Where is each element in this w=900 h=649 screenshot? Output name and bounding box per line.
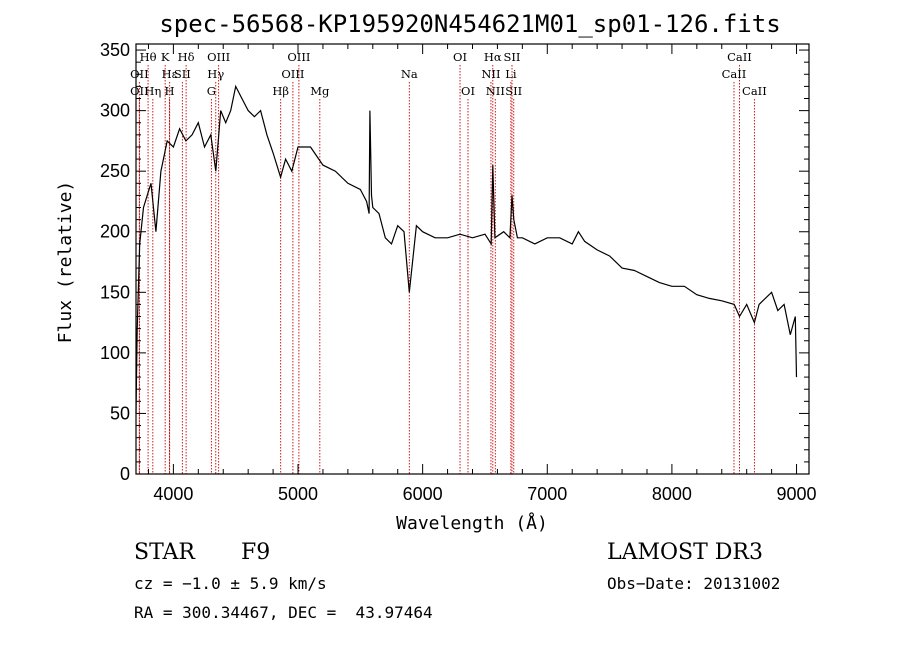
x-axis-ticks: 4000 5000 6000 7000 8000 9000 (147, 44, 817, 504)
line-label-3: K (161, 50, 170, 64)
line-label-4: Hε (162, 67, 178, 81)
x-tick-label: 7000 (527, 484, 567, 504)
line-label-10: Hγ (207, 67, 224, 81)
line-label-9: OIII (207, 50, 230, 64)
line-label-0: Hθ (140, 50, 157, 64)
line-label-23: Li (505, 67, 517, 81)
x-tick-label: 8000 (652, 484, 692, 504)
x-tick-label: 6000 (403, 484, 443, 504)
y-tick-label: 100 (100, 343, 130, 363)
line-label-16: Na (401, 67, 418, 81)
y-axis-label: Flux (relative) (55, 181, 76, 344)
spectral-line-markers (138, 65, 755, 474)
line-label-2: OII (130, 84, 149, 98)
line-label-19: Hα (484, 50, 502, 64)
redshift-velocity: cz = −1.0 ± 5.9 km/s (134, 574, 327, 593)
x-tick-label: 4000 (153, 484, 193, 504)
line-label-15: Mg (310, 84, 330, 98)
line-label-13: OIII (281, 67, 304, 81)
observation-date: Obs−Date: 20131002 (607, 574, 781, 593)
y-tick-label: 200 (100, 222, 130, 242)
line-label-6: H (165, 84, 175, 98)
line-label-8: SII (174, 67, 191, 81)
coordinates: RA = 300.34467, DEC = 43.97464 (134, 603, 433, 622)
spectrum-chart: spec-56568-KP195920N454621M01_sp01-126.f… (55, 10, 817, 534)
line-label-25: CaII (727, 50, 752, 64)
object-type: STAR (134, 540, 195, 565)
y-tick-label: 0 (120, 464, 130, 484)
line-label-14: Hβ (272, 84, 289, 98)
line-label-17: OI (453, 50, 467, 64)
object-subclass: F9 (241, 540, 271, 565)
y-tick-label: 250 (100, 161, 130, 181)
x-axis-label: Wavelength (Å) (396, 512, 548, 534)
y-tick-label: 300 (100, 101, 130, 121)
survey-name: LAMOST DR3 (607, 540, 763, 565)
plot-frame (135, 43, 810, 475)
y-tick-label: 350 (100, 40, 130, 60)
y-axis-ticks: 0 50 100 150 200 250 300 350 (100, 40, 809, 484)
line-label-12: OIII (287, 50, 310, 64)
chart-title: spec-56568-KP195920N454621M01_sp01-126.f… (159, 10, 780, 38)
line-label-21: NII (486, 84, 505, 98)
x-tick-label: 9000 (777, 484, 817, 504)
spectrum-series-line (135, 84, 798, 414)
x-tick-label: 5000 (278, 484, 318, 504)
line-label-26: CaII (722, 67, 747, 81)
line-label-22: SII (504, 50, 521, 64)
y-tick-label: 50 (110, 403, 130, 423)
line-label-18: OI (461, 84, 475, 98)
line-label-20: NII (481, 67, 500, 81)
line-label-7: Hδ (178, 50, 195, 64)
line-label-11: G (207, 84, 216, 98)
line-label-5: Hη (144, 84, 161, 98)
line-label-24: SII (505, 84, 522, 98)
y-tick-label: 150 (100, 282, 130, 302)
line-label-27: CaII (742, 84, 767, 98)
